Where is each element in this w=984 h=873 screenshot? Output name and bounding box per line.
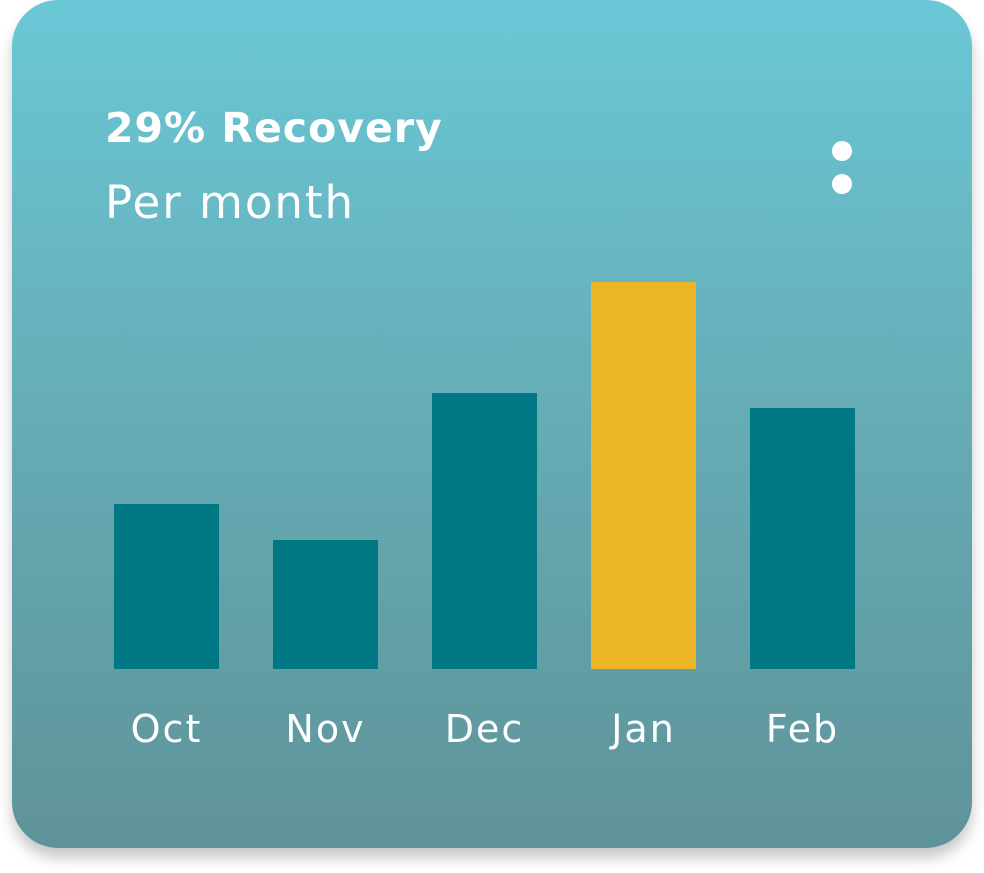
x-tick-label-nov: Nov — [285, 707, 365, 751]
bar-oct — [114, 504, 219, 669]
bar-jan — [591, 282, 696, 669]
bar-feb — [750, 408, 855, 669]
more-vertical-icon-dot-bottom — [832, 174, 852, 194]
x-tick-label-dec: Dec — [445, 707, 525, 751]
x-tick-label-oct: Oct — [131, 707, 203, 751]
recovery-bar-chart: Oct Nov Dec Jan Feb — [114, 282, 855, 751]
more-vertical-icon-dot-top — [832, 141, 852, 161]
x-tick-label-jan: Jan — [609, 707, 676, 751]
more-options-button[interactable] — [824, 136, 860, 202]
card-subtitle: Per month — [105, 176, 356, 229]
recovery-card: 29% Recovery Per month Oct Nov Dec Jan Feb — [12, 0, 972, 848]
x-tick-label-feb: Feb — [766, 707, 839, 751]
bar-nov — [273, 540, 378, 669]
bar-dec — [432, 393, 537, 669]
card-title: 29% Recovery — [105, 104, 443, 152]
